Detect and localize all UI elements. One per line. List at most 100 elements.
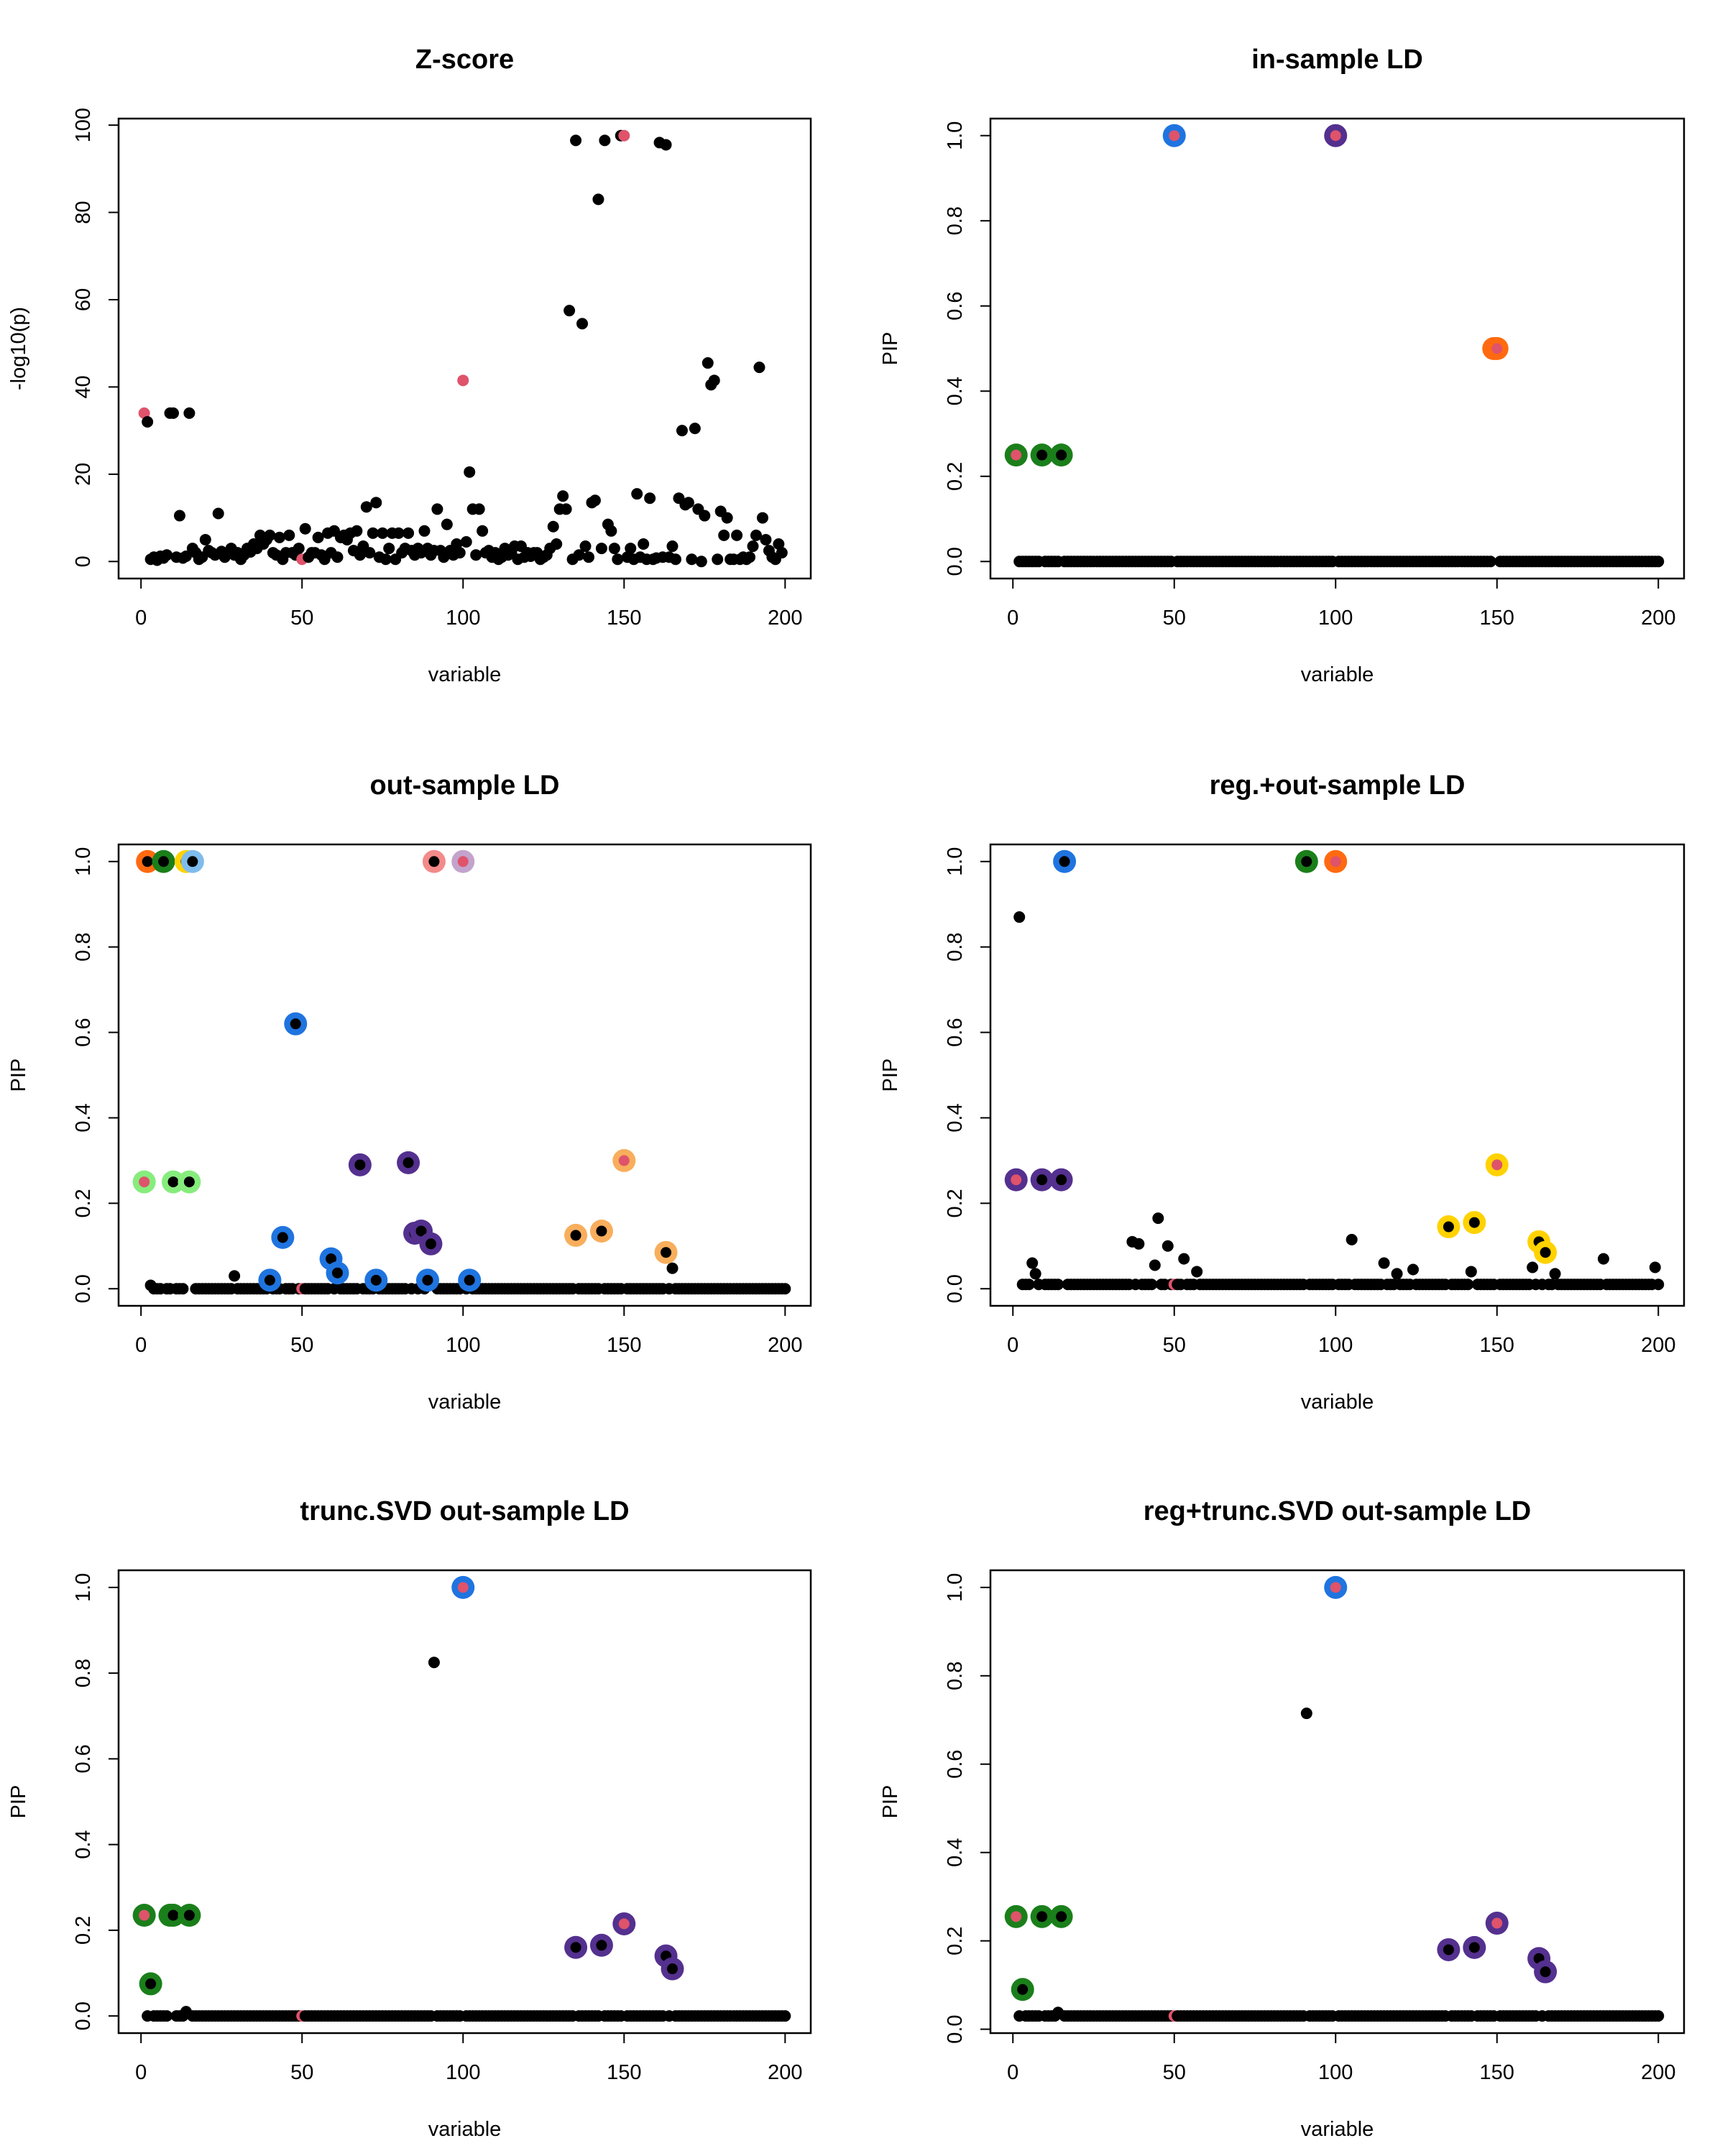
point (264, 1274, 275, 1286)
panel-5: trunc.SVD out-sample LD 0 50 100 150 200 varia… (7, 1496, 812, 2141)
x-tick-label: 150 (1480, 2061, 1514, 2084)
x-axis-label: variable (428, 663, 502, 686)
y-axis-label: PIP (7, 1059, 30, 1092)
point (273, 531, 285, 543)
point (142, 416, 154, 428)
point (547, 520, 559, 533)
data-points (1004, 849, 1665, 1291)
point (589, 494, 601, 507)
y-axis-label: PIP (879, 1785, 902, 1819)
point (1652, 1279, 1665, 1291)
point (229, 1270, 241, 1282)
point (277, 1232, 288, 1243)
y-tick-label: 0.6 (72, 1744, 95, 1773)
x-tick-label: 0 (1007, 1334, 1018, 1357)
point (666, 1262, 678, 1274)
credible-set-purple (348, 1151, 443, 1256)
point (661, 1247, 672, 1258)
causal-point (618, 1918, 630, 1930)
y-tick-label: 0.8 (72, 933, 95, 962)
y-tick-label: 0.8 (944, 206, 967, 235)
causal-point (139, 1909, 150, 1921)
causal-point (457, 374, 469, 387)
y-tick-label: 60 (72, 288, 95, 311)
point (708, 374, 720, 387)
point (167, 1176, 179, 1188)
y-tick-label: 1.0 (72, 847, 95, 876)
point (1443, 1221, 1454, 1233)
point (667, 1963, 678, 1975)
x-tick-label: 50 (290, 1334, 313, 1357)
point (354, 1159, 366, 1171)
x-tick-label: 100 (1318, 607, 1353, 630)
credible-set-pink (422, 849, 446, 873)
x-axis: 0 50 100 150 200 (1007, 1305, 1675, 1357)
point (1152, 1212, 1164, 1225)
point (392, 527, 405, 539)
x-tick-label: 50 (290, 2061, 313, 2084)
point (1029, 1268, 1041, 1280)
credible-set-orange (1324, 849, 1348, 873)
x-tick-label: 0 (1007, 607, 1018, 630)
point (1146, 1279, 1158, 1291)
point (142, 856, 153, 867)
point (557, 490, 569, 502)
point (1540, 1966, 1551, 1978)
point (1036, 1911, 1048, 1922)
x-tick-label: 50 (290, 607, 313, 630)
point (454, 547, 466, 559)
x-axis: 0 50 100 150 200 (135, 578, 803, 630)
y-tick-label: 0.0 (944, 547, 967, 576)
point (290, 1018, 301, 1030)
point (1178, 1253, 1190, 1265)
panel-6: reg+trunc.SVD out-sample LD 0 50 100 150 200 v… (879, 1496, 1685, 2141)
causal-point (1330, 130, 1341, 142)
point (1059, 856, 1070, 867)
point (1391, 1268, 1403, 1280)
x-tick-label: 150 (1480, 607, 1514, 630)
point (631, 488, 643, 500)
credible-set-orange (1482, 337, 1509, 360)
x-tick-label: 0 (135, 607, 147, 630)
point (560, 503, 572, 515)
panel-3: out-sample LD0 50 100 150 200variable0.00.20… (7, 770, 812, 1414)
point (1013, 911, 1026, 923)
data-points (1004, 124, 1665, 568)
credible-set-blue (1324, 1575, 1348, 1599)
causal-point (1491, 1917, 1503, 1929)
y-tick-label: 0.2 (944, 462, 967, 491)
point (460, 535, 472, 548)
point (702, 357, 714, 369)
plot-frame (989, 843, 1685, 1307)
point (1056, 449, 1067, 461)
point (1527, 1261, 1539, 1273)
point (744, 551, 756, 563)
credible-set-blue (1053, 849, 1077, 873)
point (551, 538, 563, 550)
y-tick-label: 0.2 (72, 1189, 95, 1217)
point (1540, 1247, 1551, 1258)
credible-set-green (1294, 849, 1318, 873)
point (612, 553, 624, 566)
x-tick-label: 100 (1318, 1334, 1353, 1357)
y-tick-label: 1.0 (944, 121, 967, 150)
x-tick-label: 200 (768, 607, 802, 630)
credible-set-green (132, 1904, 201, 1996)
point (428, 1657, 440, 1669)
point (1162, 1240, 1174, 1252)
point (383, 543, 395, 555)
causal-point (618, 1155, 630, 1166)
x-tick-label: 200 (768, 1334, 802, 1357)
y-axis: 0.0 0.2 0.4 0.6 0.8 1.0 (944, 847, 991, 1303)
point (712, 553, 724, 566)
y-tick-label: 40 (72, 375, 95, 398)
y-tick-label: 0.4 (72, 1830, 95, 1858)
point (660, 139, 672, 151)
y-tick-label: 0.8 (944, 933, 967, 962)
point (669, 553, 681, 566)
point (354, 549, 366, 561)
point (428, 856, 440, 867)
point (1023, 1279, 1035, 1291)
point (331, 551, 344, 563)
point (1149, 1259, 1161, 1271)
